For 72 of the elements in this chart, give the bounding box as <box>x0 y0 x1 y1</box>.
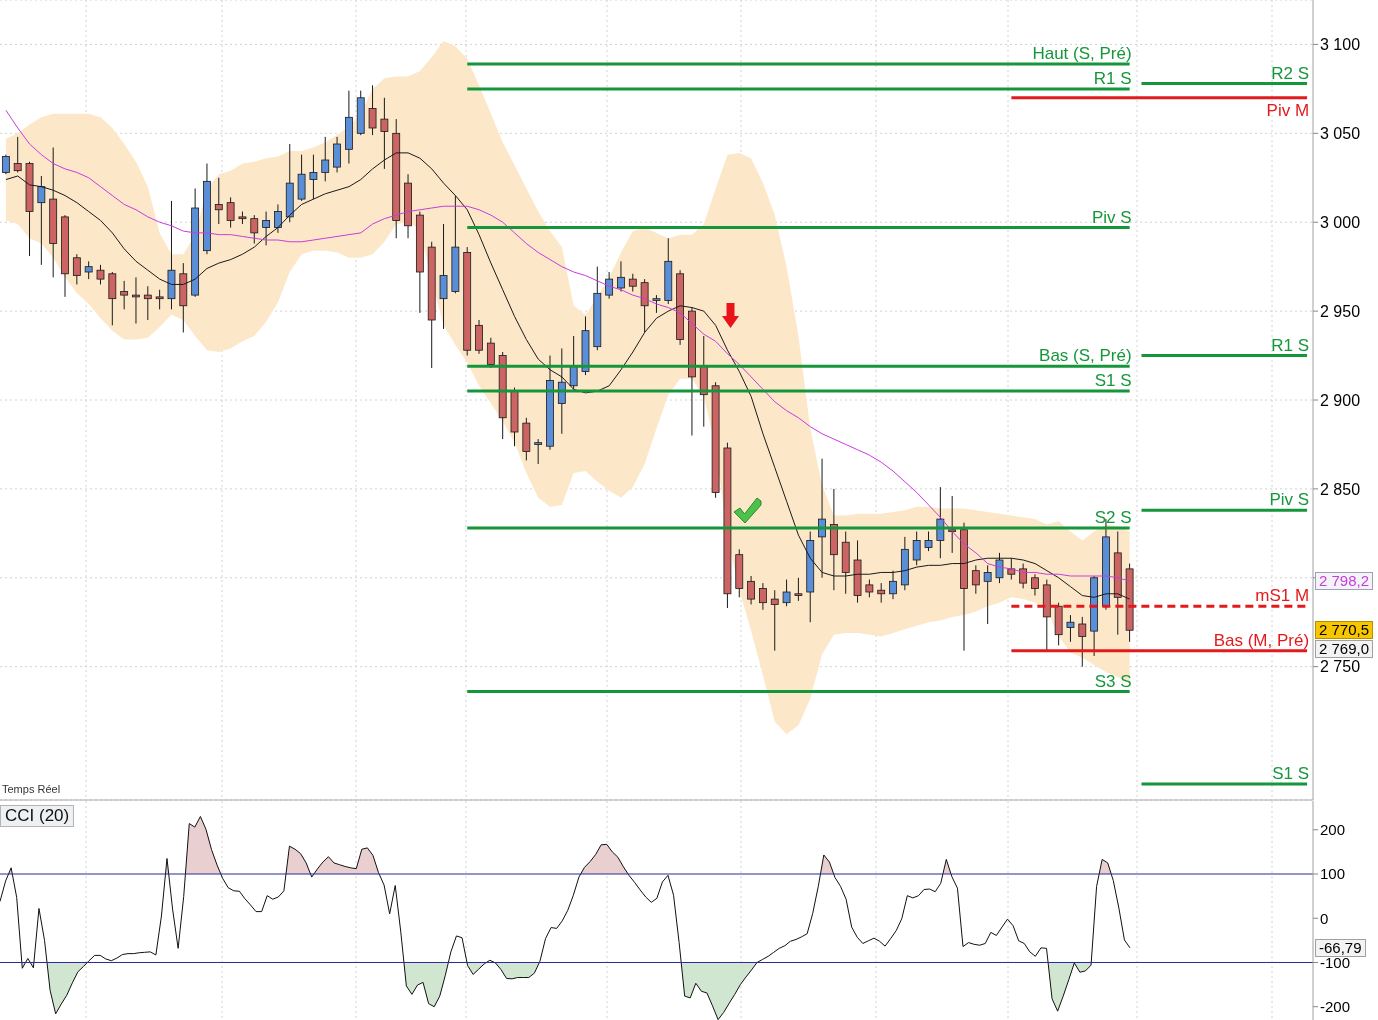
candlestick <box>214 177 223 225</box>
series-label: Piv S <box>1269 490 1310 510</box>
series-label: S3 S <box>1094 671 1132 691</box>
candlestick <box>13 136 22 173</box>
candlestick <box>759 582 767 611</box>
axis-tag: 2 769,0 <box>1315 640 1374 658</box>
candlestick <box>1031 573 1039 597</box>
chart-title: CCI (20) <box>5 806 70 825</box>
candlestick <box>924 531 933 552</box>
candlestick <box>983 564 992 625</box>
candlestick <box>818 458 826 579</box>
series-label: mS1 M <box>1255 586 1310 606</box>
y-tick-label: -200 <box>1320 998 1351 1016</box>
candlestick <box>912 531 921 566</box>
candlestick <box>274 203 282 234</box>
y-tick-label: 2 900 <box>1320 391 1361 409</box>
title-box: CCI (20) <box>0 805 75 827</box>
candlestick <box>120 280 129 310</box>
y-tick-label: 2 750 <box>1320 658 1361 676</box>
series-label: Haut (S, Pré) <box>1032 44 1132 63</box>
candlestick <box>368 84 377 136</box>
candlestick <box>569 335 578 390</box>
candlestick <box>321 136 330 182</box>
candlestick <box>995 552 1004 584</box>
candlestick <box>1007 557 1016 581</box>
candlestick <box>794 577 803 602</box>
candlestick <box>782 579 791 607</box>
series-label: R1 S <box>1093 68 1132 88</box>
candlestick <box>96 264 105 285</box>
series-label: S1 S <box>1272 764 1310 783</box>
candlestick <box>1066 614 1075 643</box>
candlestick <box>1078 616 1087 668</box>
candlestick <box>747 575 755 605</box>
y-tick-label: 3 050 <box>1320 125 1361 143</box>
candlestick <box>132 276 140 325</box>
y-tick-label: 200 <box>1320 821 1346 839</box>
series-label: S2 S <box>1094 508 1132 527</box>
y-tick-label: 100 <box>1320 865 1346 883</box>
candlestick <box>877 582 886 604</box>
candlestick <box>226 196 235 229</box>
y-tick-label: 0 <box>1320 909 1329 927</box>
series-label: Bas (M, Pré) <box>1213 630 1310 650</box>
candlestick <box>72 253 81 285</box>
series-label: Piv M <box>1266 100 1310 120</box>
y-tick-label: 2 850 <box>1320 480 1361 498</box>
series-label: Piv S <box>1091 207 1132 227</box>
candlestick <box>617 260 625 293</box>
candlestick <box>262 211 270 246</box>
candlestick <box>971 564 980 595</box>
annotation: Temps Réel <box>2 783 61 796</box>
candlestick <box>770 589 779 652</box>
candlestick <box>250 214 259 245</box>
series-label: R1 S <box>1271 335 1310 355</box>
y-tick-label: 3 100 <box>1320 36 1361 54</box>
candlestick <box>640 278 649 333</box>
series-label: R2 S <box>1271 63 1310 83</box>
axis-tag: 2 798,2 <box>1315 572 1374 590</box>
y-tick-label: 2 950 <box>1320 302 1361 320</box>
y-tick-label: 3 000 <box>1320 213 1361 231</box>
axis-tag: 2 770,5 <box>1315 621 1374 639</box>
candlestick <box>534 438 543 465</box>
candlestick <box>37 175 46 266</box>
candlestick <box>155 289 164 310</box>
candlestick <box>143 285 152 321</box>
axis-tag: -66,79 <box>1315 939 1366 957</box>
series-label: S1 S <box>1094 371 1132 391</box>
candlestick <box>1 154 10 175</box>
series-label: Bas (S, Pré) <box>1039 346 1132 366</box>
candlestick <box>439 223 448 330</box>
candlestick <box>333 136 341 173</box>
candlestick <box>605 271 614 300</box>
candlestick <box>1019 563 1028 589</box>
